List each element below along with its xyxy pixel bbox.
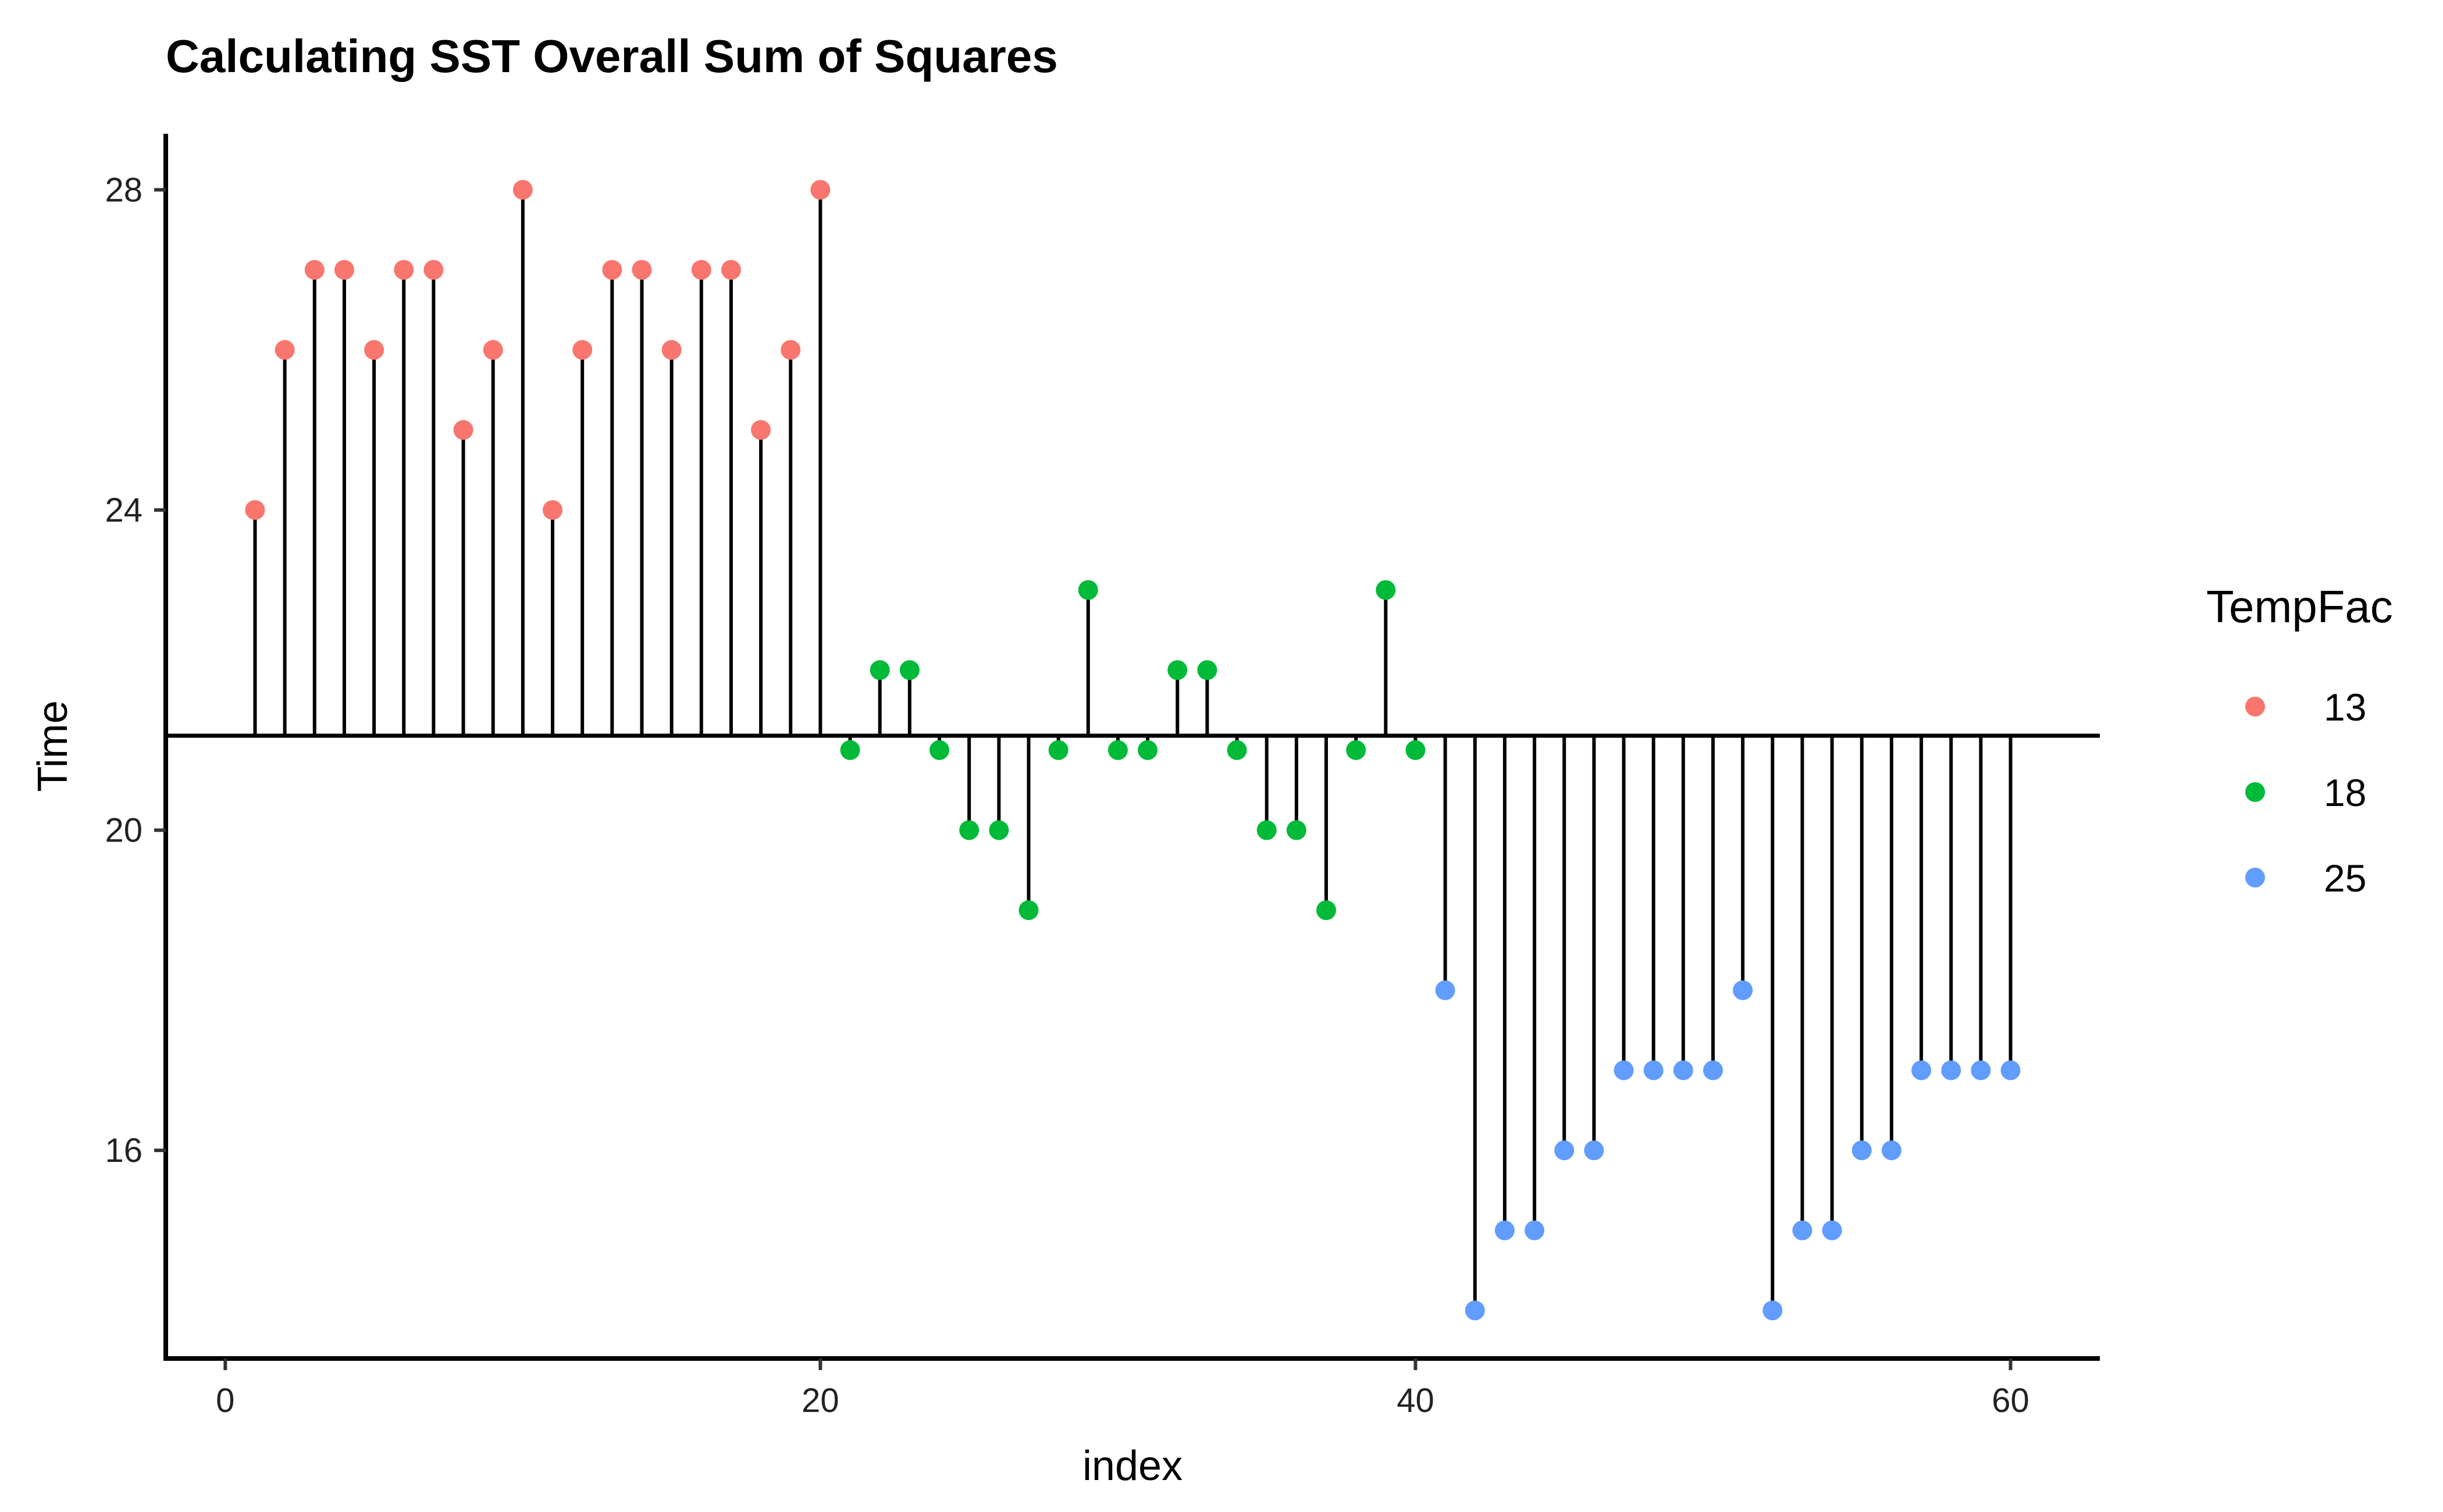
data-point [959, 820, 980, 840]
legend-entries: 13 18 25 [2245, 686, 2366, 900]
legend-label: 25 [2324, 857, 2366, 900]
data-point [1018, 900, 1039, 921]
data-point [1435, 980, 1455, 1000]
data-point [1911, 1060, 1932, 1080]
data-point [364, 340, 384, 360]
data-point [1643, 1060, 1664, 1080]
y-tick-label: 16 [105, 1132, 143, 1169]
data-point [1286, 820, 1306, 840]
data-point [1792, 1220, 1812, 1240]
data-point [1525, 1220, 1545, 1240]
data-point [661, 340, 682, 360]
x-axis-label: index [1082, 1443, 1183, 1489]
data-point [1822, 1220, 1842, 1240]
data-point [572, 340, 593, 360]
y-tick-label: 24 [105, 491, 143, 529]
data-point [1614, 1060, 1634, 1080]
data-point [1733, 980, 1753, 1000]
data-point [751, 420, 771, 440]
data-point [1673, 1060, 1693, 1080]
legend-key [2245, 782, 2265, 802]
data-point [1256, 820, 1277, 840]
data-point [1138, 740, 1158, 760]
data-point [394, 260, 414, 280]
data-point [1971, 1060, 1991, 1080]
data-point [1762, 1300, 1783, 1321]
data-point [1346, 740, 1366, 760]
data-point [1167, 660, 1188, 680]
data-point [304, 260, 325, 280]
data-point [1376, 580, 1396, 600]
x-tick-label: 60 [1992, 1382, 2029, 1420]
x-tick-label: 20 [802, 1382, 839, 1420]
data-point [1881, 1140, 1901, 1161]
data-point [1554, 1140, 1575, 1161]
legend: TempFac 13 18 25 [2206, 581, 2393, 900]
x-axis-ticks: 0 20 40 60 [216, 1358, 2029, 1420]
x-tick-label: 40 [1397, 1382, 1434, 1420]
legend-label: 13 [2324, 686, 2366, 729]
data-point [781, 340, 801, 360]
data-point [1851, 1140, 1872, 1161]
data-point [810, 180, 831, 200]
data-point [1465, 1300, 1485, 1321]
data-point [1316, 900, 1336, 921]
y-axis-ticks: 16 20 24 28 [105, 171, 166, 1169]
data-point [543, 500, 562, 520]
data-point [1227, 740, 1247, 760]
legend-entry: 25 [2245, 857, 2366, 900]
data-point [1048, 740, 1069, 760]
data-point [1584, 1140, 1604, 1161]
data-point [483, 340, 503, 360]
data-point [691, 260, 711, 280]
y-tick-label: 20 [105, 812, 143, 850]
data-point [602, 260, 622, 280]
legend-entry: 18 [2245, 771, 2366, 814]
y-axis-label: Time [30, 700, 76, 791]
data-point [512, 180, 533, 200]
data-point [275, 340, 295, 360]
legend-label: 18 [2324, 771, 2366, 814]
x-tick-label: 0 [216, 1382, 234, 1420]
data-point [1107, 740, 1128, 760]
data-point [423, 260, 444, 280]
legend-key [2245, 697, 2265, 716]
legend-title: TempFac [2206, 581, 2393, 632]
legend-key [2245, 868, 2265, 887]
data-point [2000, 1060, 2021, 1080]
data-point [899, 660, 920, 680]
data-point [1197, 660, 1217, 680]
data-point [1078, 580, 1098, 600]
data-point [840, 740, 860, 760]
plot-marks [166, 180, 2100, 1321]
data-point [870, 660, 890, 680]
data-point [989, 820, 1009, 840]
chart-title: Calculating SST Overall Sum of Squares [166, 30, 1058, 82]
data-point [334, 260, 354, 280]
data-point [1703, 1060, 1723, 1080]
data-point [1494, 1220, 1515, 1240]
data-point [1941, 1060, 1961, 1080]
data-point [245, 500, 265, 520]
y-tick-label: 28 [105, 171, 143, 209]
data-point [1405, 740, 1426, 760]
data-point [632, 260, 652, 280]
data-point [721, 260, 741, 280]
data-point [453, 420, 473, 440]
legend-entry: 13 [2245, 686, 2366, 729]
data-point [930, 740, 949, 760]
